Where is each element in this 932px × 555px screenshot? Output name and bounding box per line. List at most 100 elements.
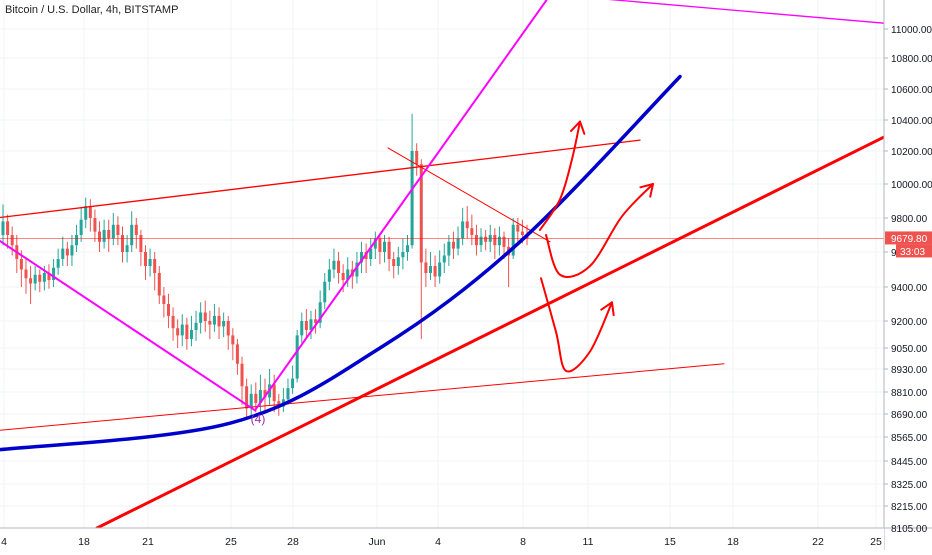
candle xyxy=(143,245,148,280)
y-tick-label: 10600.00 xyxy=(891,85,932,96)
candle-body xyxy=(295,335,299,379)
candle-body xyxy=(33,274,37,284)
candle xyxy=(447,235,451,266)
candle-body xyxy=(111,224,115,239)
candle-body xyxy=(304,321,308,330)
candle xyxy=(304,309,308,339)
candle-body xyxy=(438,262,442,277)
candle-body xyxy=(240,363,244,387)
candle xyxy=(337,252,341,284)
candle-body xyxy=(254,393,258,403)
candle-body xyxy=(258,390,262,403)
candle xyxy=(98,221,102,252)
x-tick-label: 4 xyxy=(1,536,7,548)
candle xyxy=(410,113,414,249)
candle-body xyxy=(346,269,350,280)
candle-body xyxy=(378,238,382,252)
candle xyxy=(102,219,106,249)
x-tick-label: 18 xyxy=(727,536,739,548)
y-tick-label: 8565.00 xyxy=(891,433,928,444)
candle-body xyxy=(373,238,377,249)
candle xyxy=(318,290,322,329)
candle-body xyxy=(153,259,157,273)
candle-body xyxy=(286,388,290,400)
candle xyxy=(263,378,267,411)
y-tick-label: 8445.00 xyxy=(891,457,928,468)
candle xyxy=(107,219,111,252)
x-tick-label: 18 xyxy=(78,536,90,548)
candle-body xyxy=(337,260,341,273)
candle xyxy=(38,269,42,293)
candle-body xyxy=(6,221,10,235)
hand-drawn-arrow xyxy=(545,183,654,278)
candle-body xyxy=(396,257,400,266)
candle-body xyxy=(176,328,180,336)
candle-body xyxy=(93,218,97,232)
red-trendline xyxy=(387,147,551,243)
candle-body xyxy=(52,267,56,280)
candle xyxy=(56,248,60,275)
candle-body xyxy=(309,319,313,330)
candle xyxy=(291,365,295,394)
candle-body xyxy=(263,390,267,398)
candle-body xyxy=(235,344,239,364)
candle xyxy=(61,236,65,266)
candle-body xyxy=(341,273,345,280)
candle xyxy=(47,264,51,289)
arrow-head xyxy=(639,183,654,198)
candle xyxy=(479,228,483,252)
candle xyxy=(405,235,410,261)
hand-drawn-arrow xyxy=(540,277,613,373)
candle-body xyxy=(470,228,474,235)
candle xyxy=(88,199,92,232)
candle-body xyxy=(1,221,5,235)
candle xyxy=(176,319,180,348)
x-tick-label: 8 xyxy=(520,536,526,548)
candle-body xyxy=(61,248,65,259)
candle xyxy=(93,209,97,242)
candle-body xyxy=(433,266,437,277)
candle xyxy=(212,304,216,332)
hand-drawn-arrow xyxy=(539,120,581,231)
candle-body xyxy=(157,273,161,296)
candle-body xyxy=(401,252,405,258)
y-tick-label: 8810.00 xyxy=(891,388,928,399)
candle xyxy=(373,231,377,259)
candle-body xyxy=(84,206,88,220)
candle xyxy=(438,250,442,284)
y-tick-label: 8930.00 xyxy=(891,365,928,376)
candle-body xyxy=(107,229,111,239)
candle-body xyxy=(479,236,483,246)
candle xyxy=(111,212,115,246)
candle xyxy=(332,248,336,279)
candle-body xyxy=(212,315,216,325)
candle xyxy=(387,236,391,272)
candle xyxy=(433,255,437,287)
candle-body xyxy=(29,278,33,284)
candle xyxy=(516,218,520,242)
candle xyxy=(79,207,83,242)
candle xyxy=(497,226,501,256)
candle xyxy=(392,252,396,279)
candle xyxy=(327,259,331,291)
candle xyxy=(451,231,455,259)
candle-body xyxy=(203,312,207,321)
candle xyxy=(120,226,125,263)
x-tick-label: Jun xyxy=(369,536,386,548)
candle xyxy=(148,248,152,277)
candle xyxy=(346,257,350,287)
y-tick-label: 8215.00 xyxy=(891,502,928,513)
red-trendline xyxy=(0,139,641,219)
candle xyxy=(189,315,193,347)
candle-body xyxy=(208,321,212,325)
candle xyxy=(203,300,207,332)
candle xyxy=(29,266,33,304)
candle-body xyxy=(410,151,414,246)
candle-body xyxy=(231,335,235,345)
candle xyxy=(295,330,299,383)
candle xyxy=(139,229,143,266)
candle-body xyxy=(125,245,129,252)
candle xyxy=(180,314,184,347)
